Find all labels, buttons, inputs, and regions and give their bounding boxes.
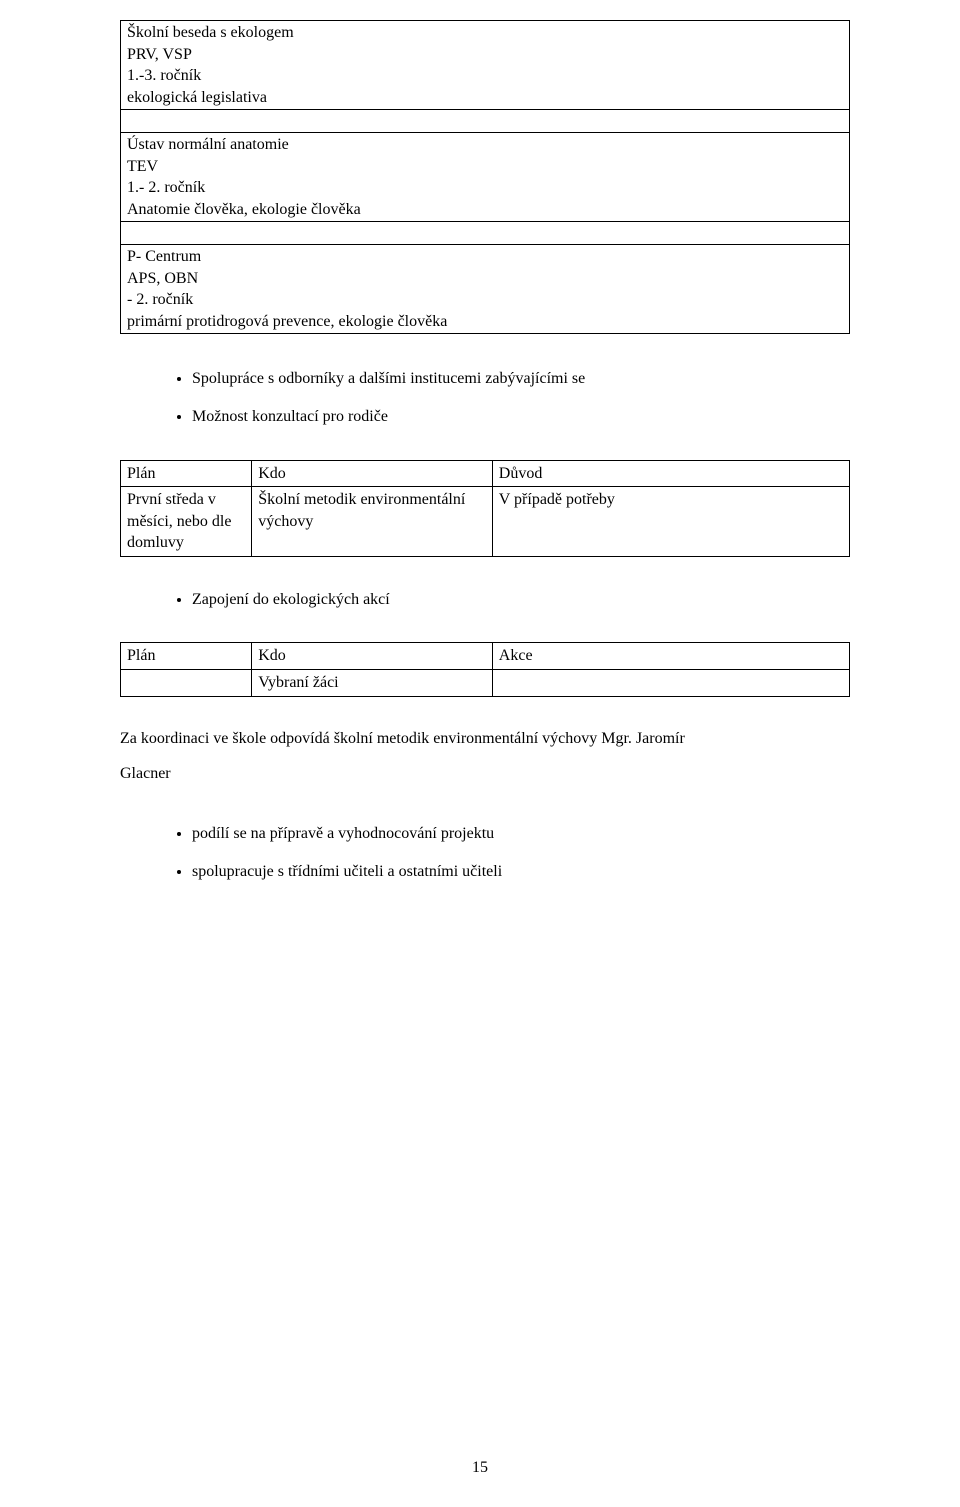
actions-table: Plán Kdo Akce Vybraní žáci [120, 642, 850, 696]
coord-para-line-2: Glacner [120, 756, 850, 791]
bullet-list-1: Spolupráce s odborníky a dalšími institu… [120, 360, 850, 435]
bullet-item: Zapojení do ekologických akcí [192, 581, 850, 619]
header-reason: Důvod [492, 460, 849, 487]
header-who: Kdo [252, 460, 493, 487]
header-plan-2: Plán [121, 643, 252, 670]
cell-who: Školní metodik environmentální výchovy [252, 487, 493, 557]
cell-plan: První středa v měsíci, nebo dle domluvy [121, 487, 252, 557]
consultation-table: Plán Kdo Důvod První středa v měsíci, ne… [120, 460, 850, 557]
bullet-item: podílí se na přípravě a vyhodnocování pr… [192, 815, 850, 853]
bullet-item: Spolupráce s odborníky a dalšími institu… [192, 360, 850, 398]
cell-action [492, 670, 849, 697]
summary-cell [121, 222, 850, 245]
cell-reason: V případě potřeby [492, 487, 849, 557]
cell-plan-2 [121, 670, 252, 697]
bullet-item: Možnost konzultací pro rodiče [192, 398, 850, 436]
bullet-item: spolupracuje s třídními učiteli a ostatn… [192, 853, 850, 891]
coord-para-line-1: Za koordinaci ve škole odpovídá školní m… [120, 721, 850, 756]
header-plan: Plán [121, 460, 252, 487]
summary-cell: Ústav normální anatomieTEV1.- 2. ročníkA… [121, 132, 850, 221]
summary-cell: Školní beseda s ekologemPRV, VSP1.-3. ro… [121, 21, 850, 110]
page-number: 15 [0, 1457, 960, 1479]
summary-cell [121, 110, 850, 133]
bullet-list-3: podílí se na přípravě a vyhodnocování pr… [120, 815, 850, 890]
cell-who-2: Vybraní žáci [252, 670, 493, 697]
header-who-2: Kdo [252, 643, 493, 670]
bullet-list-2: Zapojení do ekologických akcí [120, 581, 850, 619]
summary-cell: P- CentrumAPS, OBN- 2. ročníkprimární pr… [121, 244, 850, 333]
summary-table: Školní beseda s ekologemPRV, VSP1.-3. ro… [120, 20, 850, 334]
header-action: Akce [492, 643, 849, 670]
